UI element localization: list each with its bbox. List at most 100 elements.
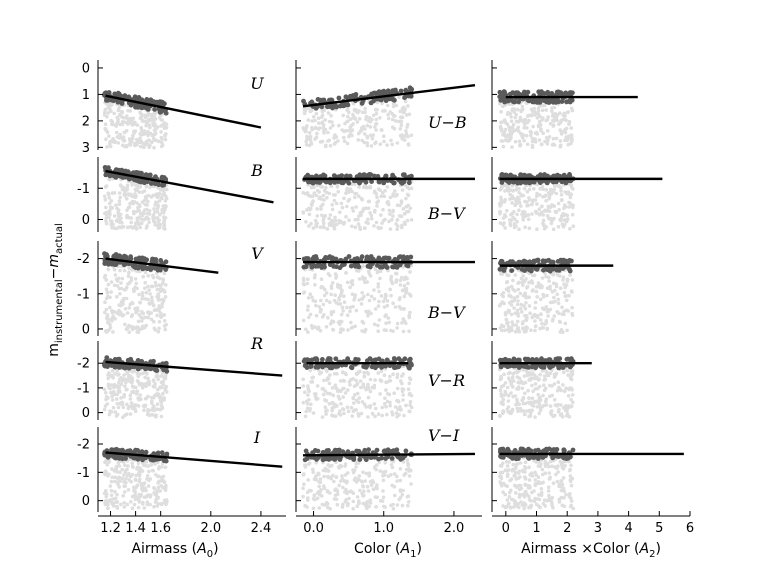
background-point: [107, 210, 112, 214]
background-point: [531, 124, 535, 129]
background-point: [133, 277, 138, 281]
background-point: [335, 372, 339, 376]
background-point: [341, 395, 346, 399]
background-point: [125, 120, 130, 125]
y-tick-label: -2: [77, 357, 90, 372]
background-point: [145, 224, 149, 228]
background-point: [306, 118, 311, 122]
data-point: [122, 365, 128, 371]
background-point: [561, 275, 566, 280]
background-point: [525, 142, 530, 147]
background-point: [401, 398, 405, 402]
background-point: [156, 219, 161, 223]
background-point: [147, 288, 151, 292]
background-point: [308, 134, 313, 139]
background-point: [545, 286, 550, 291]
background-point: [113, 489, 117, 494]
color-label: B−V: [427, 204, 466, 223]
data-point: [371, 98, 376, 104]
fit-line: [105, 94, 262, 129]
background-point: [151, 303, 156, 308]
color-label: B−V: [427, 303, 466, 322]
background-point: [517, 139, 522, 144]
background-point: [328, 221, 333, 225]
background-point: [503, 127, 508, 132]
data-point: [376, 179, 382, 185]
background-point: [373, 406, 378, 411]
background-point: [115, 500, 120, 504]
background-point: [159, 144, 164, 149]
background-point: [504, 287, 509, 292]
background-point: [561, 383, 565, 387]
background-point: [331, 193, 336, 197]
background-point: [356, 370, 361, 375]
background-point: [351, 209, 356, 213]
background-point: [117, 213, 121, 218]
background-point: [514, 198, 519, 202]
data-point: [343, 102, 348, 108]
background-point: [408, 400, 413, 404]
background-point: [303, 390, 307, 395]
background-point: [373, 189, 377, 194]
background-point: [400, 374, 404, 378]
background-point: [501, 223, 505, 227]
background-point: [366, 415, 370, 419]
background-point: [361, 321, 366, 325]
background-point: [126, 192, 130, 196]
background-point: [128, 201, 132, 206]
background-point: [328, 144, 333, 148]
background-point: [564, 308, 569, 313]
background-point: [392, 391, 397, 396]
background-point: [310, 380, 315, 384]
background-point: [561, 213, 566, 218]
background-point: [551, 227, 556, 232]
background-point: [538, 326, 542, 331]
background-point: [553, 403, 558, 407]
background-point: [322, 129, 326, 134]
data-point: [161, 182, 167, 188]
background-point: [345, 188, 349, 192]
background-point: [323, 287, 327, 292]
background-point: [153, 124, 157, 128]
background-point: [539, 127, 543, 131]
background-point: [125, 311, 130, 315]
panel-B-2: [295, 157, 475, 232]
background-point: [560, 198, 564, 202]
background-point: [104, 219, 108, 223]
background-point: [119, 286, 124, 291]
background-point: [129, 276, 134, 280]
background-point: [537, 377, 541, 382]
data-point: [567, 172, 572, 177]
background-point: [547, 195, 552, 199]
data-point: [547, 357, 553, 363]
background-point: [111, 405, 116, 410]
background-point: [324, 298, 329, 303]
background-point: [138, 397, 143, 401]
background-point: [342, 411, 346, 416]
background-point: [567, 200, 571, 205]
background-point: [536, 392, 540, 397]
background-point: [155, 216, 160, 220]
background-point: [136, 505, 141, 510]
background-point: [153, 210, 157, 214]
background-point: [516, 125, 521, 130]
background-point: [154, 127, 158, 132]
background-point: [126, 325, 130, 330]
background-point: [132, 502, 137, 507]
background-point: [139, 140, 143, 145]
background-point: [352, 298, 356, 302]
background-point: [148, 477, 153, 481]
background-point: [148, 292, 152, 296]
background-point: [382, 194, 387, 199]
background-point: [523, 225, 527, 229]
background-point: [115, 392, 120, 397]
background-point: [123, 384, 127, 389]
background-point: [520, 119, 524, 123]
background-point: [105, 317, 110, 321]
data-point: [540, 258, 546, 264]
background-point: [376, 304, 381, 308]
background-point: [385, 185, 390, 189]
background-point: [366, 384, 371, 389]
background-point: [538, 384, 542, 389]
data-point: [561, 257, 566, 263]
